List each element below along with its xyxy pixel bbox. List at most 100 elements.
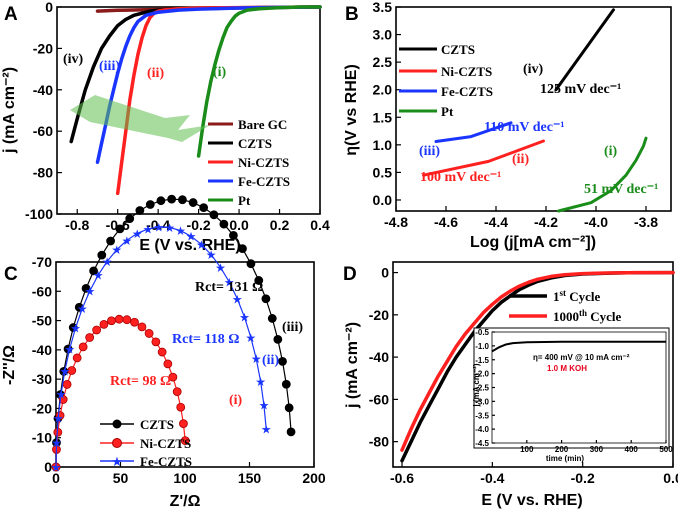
panel-c-ni-czts-point — [78, 342, 88, 352]
panel-c-fe-czts-point: ★ — [51, 461, 62, 475]
panel-c-fe-czts-point: ★ — [186, 230, 197, 244]
panel-a: A -0.8 -0.6 -0.4 -0.2 0.0 0.2 0.40-20-40-60-80… — [1, 0, 330, 254]
panel-c-fe-czts-point: ★ — [93, 269, 104, 283]
inset-xtick-label: 300 — [590, 445, 604, 454]
panel-a-xlabel: E (V vs. RHE) — [139, 237, 240, 254]
panel-c-ni-czts-point — [137, 322, 147, 332]
panel-c-rct-ni: Rct= 98 Ω — [110, 374, 171, 389]
panel-label-d: D — [343, 264, 357, 285]
panel-c-rct-czts: Rct= 131 Ω — [195, 280, 263, 295]
panel-b-series-ni-czts — [422, 139, 545, 177]
legend-label-fe-czts-c: Fe-CZTS — [140, 454, 192, 469]
legend-label-czts: CZTS — [238, 136, 272, 151]
legend-label-czts-b: CZTS — [441, 42, 475, 57]
panel-c-fe-czts-point: ★ — [153, 220, 164, 234]
panel-b-frame — [395, 6, 672, 212]
panel-c-czts-point — [261, 294, 271, 304]
panel-c-ni-czts-point — [72, 353, 82, 363]
panel-a-xtick-label: -0.4 — [146, 217, 170, 233]
panel-c-ytick-label: -10 — [32, 430, 52, 446]
panel-c-czts-point — [267, 314, 277, 323]
panel-c-czts-point — [178, 195, 187, 205]
panel-c-czts-point — [254, 276, 264, 285]
panel-d-ylabel: j (mA cm⁻²) — [344, 322, 361, 409]
panel-d-ytick-label: -80 — [369, 434, 389, 450]
panel-label-a: A — [4, 4, 18, 25]
panel-d-xtick-label: -0.4 — [480, 470, 504, 486]
legend-marker-czts-c — [112, 419, 122, 429]
panel-b-plot: -4.8 -4.6 -4.4 -4.2 -4.0 -3.8 0.0 0.5 1.0 1.5 2.0 2… — [373, 0, 659, 230]
panel-c-fe-czts-point: ★ — [175, 224, 186, 238]
panel-c-czts-point — [286, 427, 296, 437]
panel-c-ni-czts-point — [172, 387, 182, 397]
panel-a-ytick-label: -100 — [25, 206, 53, 222]
inset-ytick-label: -2.5 — [475, 384, 489, 393]
inset-ytick-label: -1.5 — [475, 356, 489, 365]
panel-b-slope-iv: 125 mV dec⁻¹ — [540, 82, 621, 97]
panel-c-czts-point — [145, 200, 155, 209]
panel-b-ytick-label: 3.0 — [373, 27, 393, 43]
inset-ytick-label: -4.0 — [475, 425, 489, 434]
panel-c-czts-point — [246, 259, 256, 269]
panel-c-ni-czts-point — [122, 315, 132, 325]
panel-b-anno-i: (i) — [604, 144, 618, 159]
panel-c-fe-czts-point: ★ — [77, 302, 88, 316]
panel-c-fe-czts-point: ★ — [84, 284, 95, 298]
inset-series-stability — [491, 340, 666, 353]
panel-b-xtick-label: -3.8 — [634, 214, 658, 230]
panel-a-anno-i: (i) — [213, 65, 227, 80]
panel-c-czts-point — [281, 379, 291, 389]
panel-c-fe-czts-point: ★ — [53, 411, 64, 425]
panel-b-anno-iii: (iii) — [419, 144, 440, 159]
legend-label-fe-czts: Fe-CZTS — [238, 174, 290, 189]
panel-c-xtick-label: 50 — [113, 470, 129, 486]
legend-label-ni-czts-b: Ni-CZTS — [441, 64, 492, 79]
panel-c-czts-point — [188, 198, 198, 207]
panel-a-xtick-label: 0.4 — [310, 217, 330, 233]
panel-c-czts-point — [238, 244, 247, 254]
panel-a-ytick-label: -80 — [33, 165, 53, 181]
panel-b-ytick-label: 2.5 — [373, 54, 393, 70]
inset-ytick-label: -0.5 — [475, 328, 489, 337]
inset-plot: 100 200 300 400 500 -0.5 -1.0 -1.5 -2.0 -2.5 -3.0 -… — [475, 328, 673, 454]
panel-c-fe-czts-point: ★ — [239, 311, 250, 325]
inset-note-koh: 1.0 M KOH — [547, 364, 587, 373]
panel-b-xtick-label: -4.4 — [484, 214, 508, 230]
panel-c-ni-czts-point — [114, 314, 124, 324]
panel-b-series-fe-czts — [434, 121, 513, 143]
panel-d: D -0.6 -0.4 -0.2 0.0 0 -20 -40 -60 -80 1st Cycle… — [343, 261, 678, 509]
panel-b-anno-iv: (iv) — [523, 62, 544, 77]
legend-1000th-sup: th — [579, 308, 587, 318]
panel-d-plot: -0.6 -0.4 -0.2 0.0 0 -20 -40 -60 -80 — [369, 265, 678, 486]
panel-b-ytick-label: 1.0 — [373, 137, 393, 153]
inset-xlabel: time (min) — [546, 454, 585, 463]
panel-c-xtick-label: 100 — [173, 470, 197, 486]
panel-a-anno-iii: (iii) — [99, 59, 120, 74]
panel-c-ytick-label: -30 — [32, 371, 52, 387]
panel-d-ytick-label: -40 — [369, 349, 389, 365]
panel-a-ytick-label: -60 — [33, 123, 53, 139]
legend-label-pt: Pt — [238, 193, 251, 208]
panel-c-ytick-label: 0 — [44, 459, 52, 475]
panel-c-czts-point — [199, 203, 209, 212]
inset-ytick-label: -1.0 — [475, 342, 489, 351]
panel-d-frame — [392, 261, 674, 468]
panel-a-ytick-label: -20 — [33, 40, 53, 56]
panel-b-slope-iii: 110 mV dec⁻¹ — [484, 120, 565, 135]
panel-b: B -4.8 -4.6 -4.4 -4.2 -4.0 -3.8 0.0 0.5 1.0 1.5 2.… — [343, 0, 672, 251]
inset-ytick-label: -3.5 — [475, 411, 489, 420]
panel-c-czts-point — [167, 194, 177, 204]
panel-c-fe-czts-point: ★ — [164, 221, 175, 235]
panel-a-xtick-label: 0.0 — [229, 217, 249, 233]
inset-xtick-label: 500 — [659, 445, 673, 454]
panel-b-ytick-label: 2.0 — [373, 82, 393, 98]
panel-c-xtick-label: 150 — [238, 470, 262, 486]
panel-b-legend: CZTS Ni-CZTS Fe-CZTS Pt — [399, 42, 493, 119]
panel-c-fe-czts-point: ★ — [111, 243, 122, 257]
panel-a-legend: Bare GC CZTS Ni-CZTS Fe-CZTS Pt — [208, 117, 290, 208]
panel-d-xtick-label: 0.0 — [663, 470, 678, 486]
panel-a-xtick-label: 0.2 — [270, 217, 290, 233]
panel-d-ytick-label: 0 — [381, 265, 389, 281]
legend-label-1st-cycle: 1st Cycle — [553, 288, 601, 304]
